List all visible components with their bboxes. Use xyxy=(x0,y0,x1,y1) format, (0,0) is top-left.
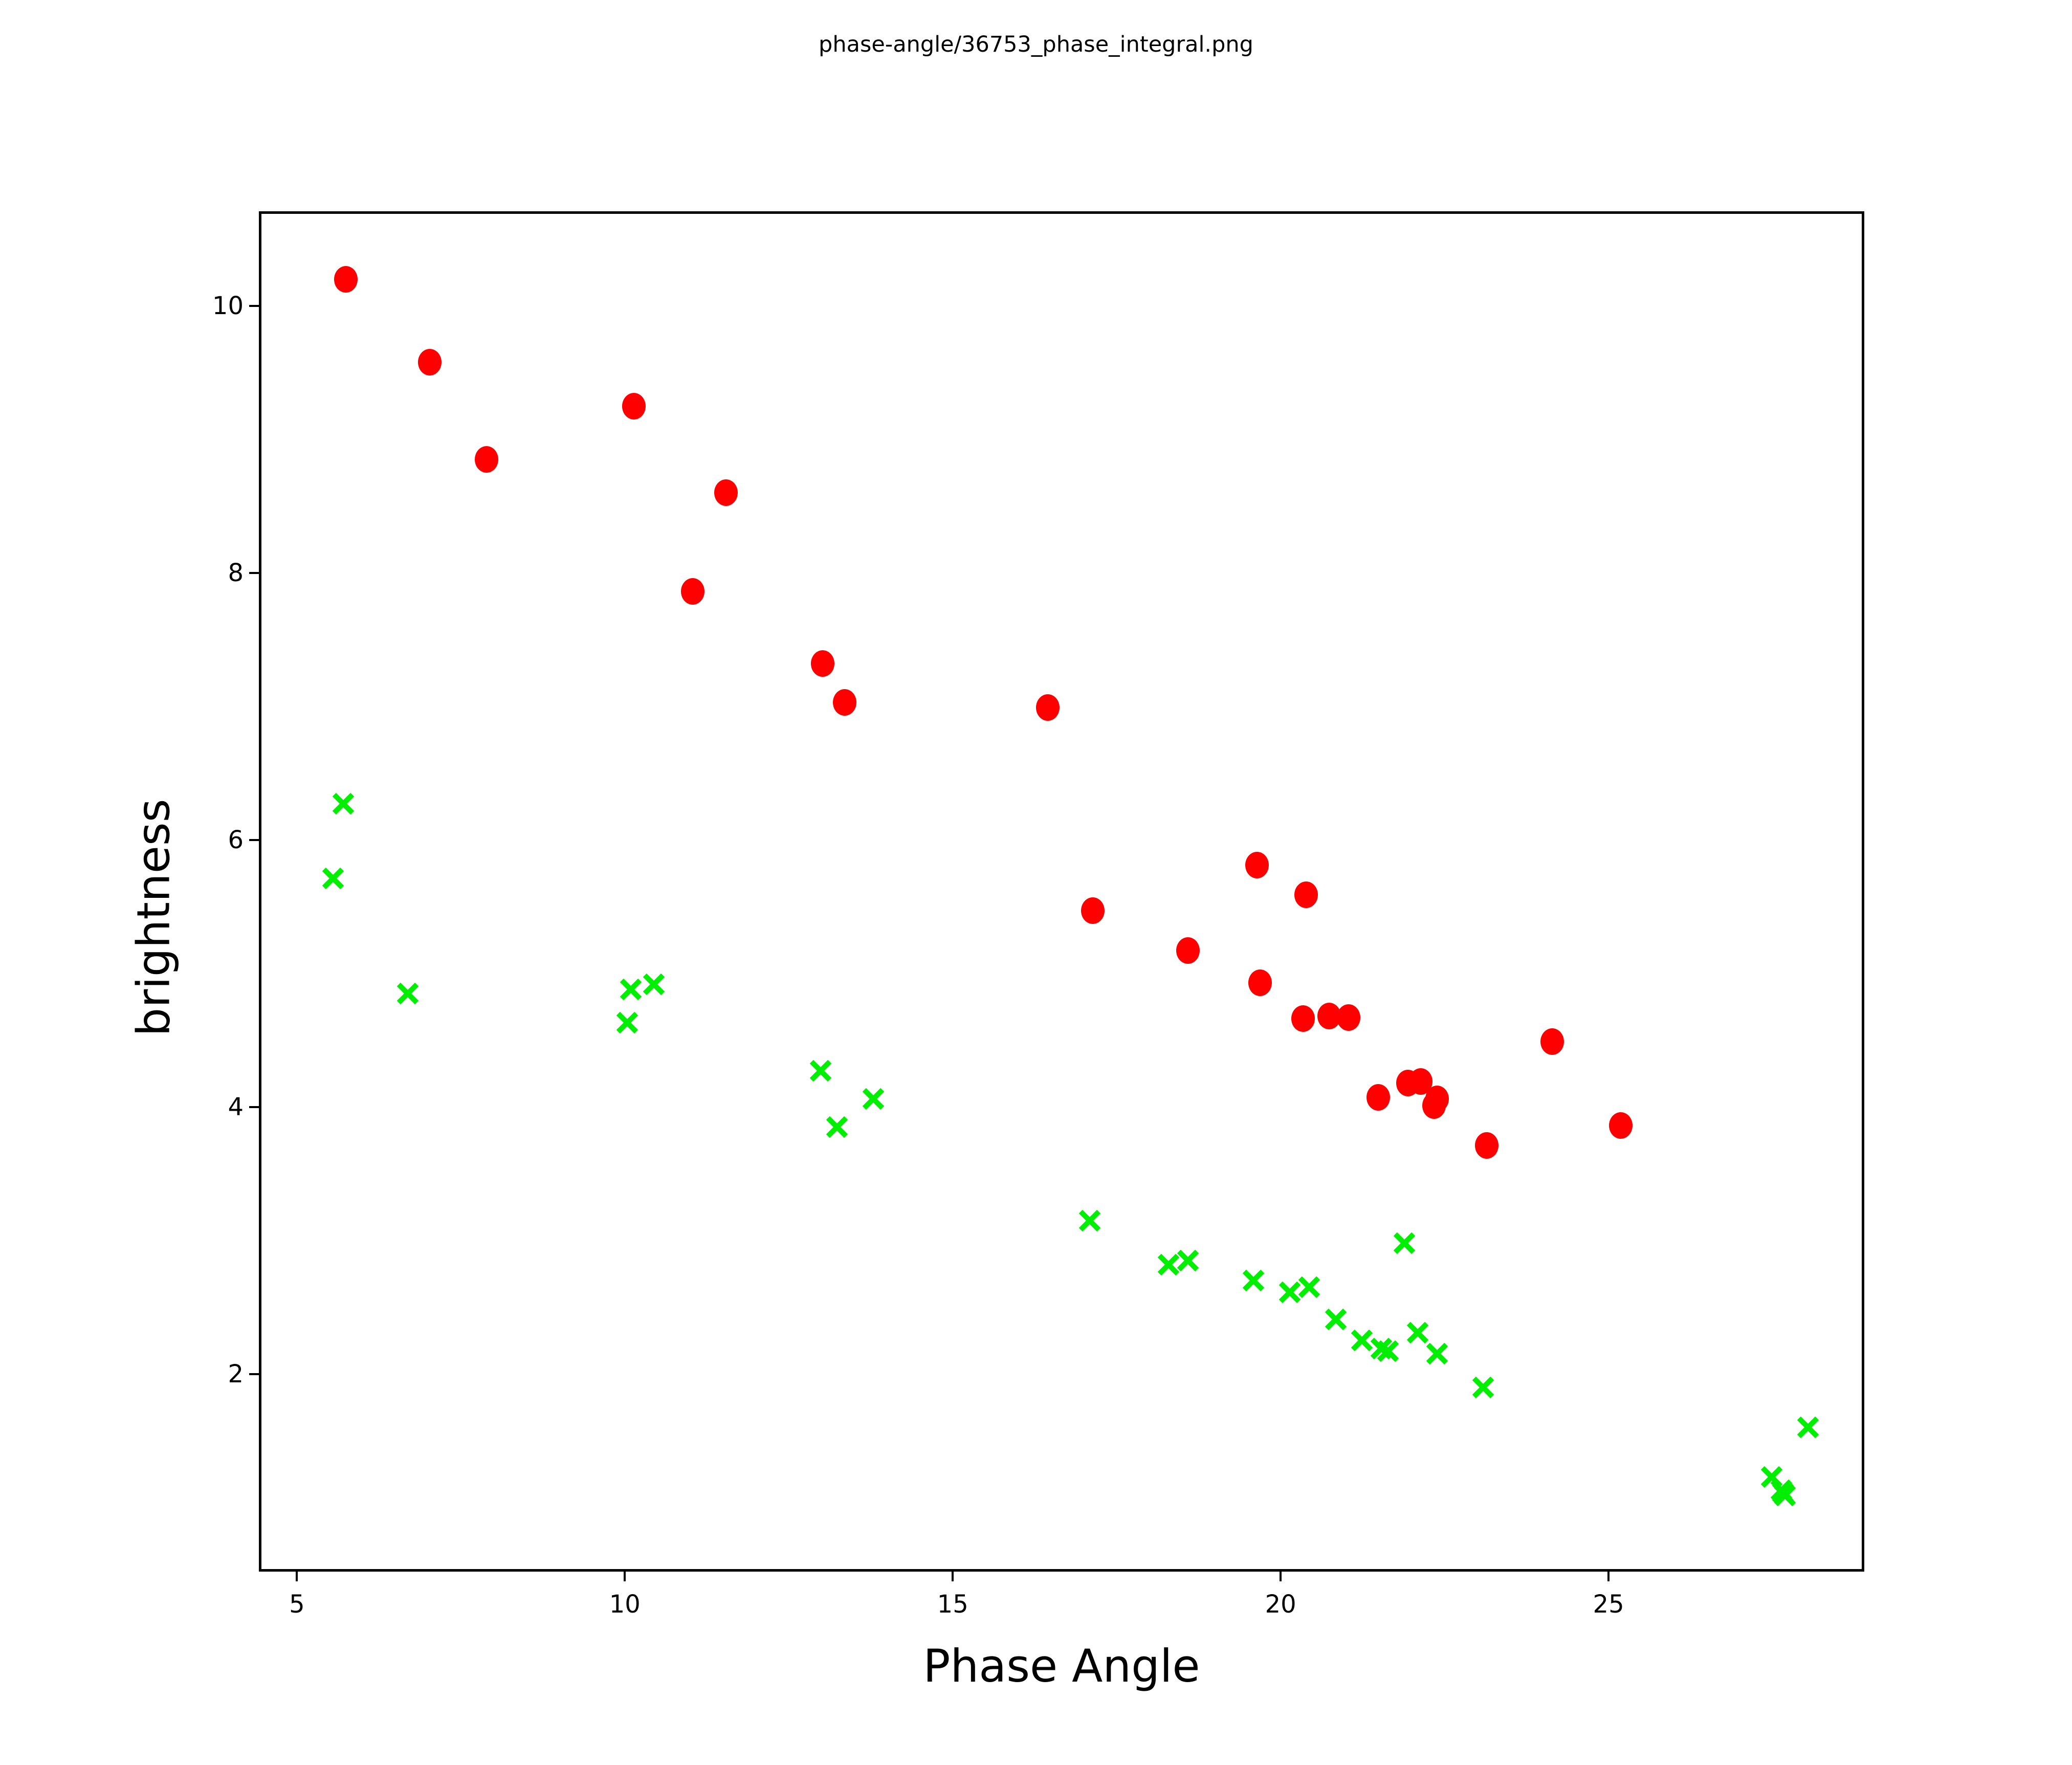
data-point-red-circles xyxy=(622,392,646,420)
data-point-red-circles xyxy=(714,479,738,506)
data-point-red-circles xyxy=(1474,1132,1498,1159)
data-point-green-crosses xyxy=(1374,1337,1402,1365)
data-point-green-crosses xyxy=(823,1113,851,1141)
x-tick-mark xyxy=(1280,1572,1282,1581)
data-point-green-crosses xyxy=(1423,1340,1451,1367)
data-point-green-crosses xyxy=(1469,1374,1497,1401)
data-point-green-crosses xyxy=(640,970,668,998)
data-point-green-crosses xyxy=(1794,1414,1822,1441)
data-point-green-crosses xyxy=(1322,1306,1350,1333)
data-point-green-crosses xyxy=(807,1057,834,1085)
data-point-green-crosses xyxy=(1076,1207,1104,1234)
x-tick-label: 20 xyxy=(1265,1590,1296,1619)
data-point-red-circles xyxy=(474,446,498,473)
data-point-red-circles xyxy=(1081,897,1105,924)
x-tick-label: 5 xyxy=(289,1590,305,1619)
data-point-red-circles xyxy=(1540,1028,1564,1055)
data-point-red-circles xyxy=(1245,852,1269,879)
data-point-red-circles xyxy=(1425,1086,1449,1113)
data-point-red-circles xyxy=(681,578,705,605)
data-point-red-circles xyxy=(1035,694,1060,721)
x-tick-label: 25 xyxy=(1593,1590,1624,1619)
data-point-red-circles xyxy=(418,348,442,376)
y-tick-mark xyxy=(249,305,259,307)
data-point-green-crosses xyxy=(319,865,347,892)
x-tick-mark xyxy=(1607,1572,1610,1581)
data-point-red-circles xyxy=(334,266,358,293)
y-tick-label: 10 xyxy=(212,292,244,321)
data-point-red-circles xyxy=(1294,881,1318,908)
data-point-green-crosses xyxy=(1391,1229,1418,1257)
x-tick-label: 15 xyxy=(937,1590,968,1619)
y-tick-mark xyxy=(249,1106,259,1108)
x-tick-label: 10 xyxy=(609,1590,641,1619)
data-point-red-circles xyxy=(1248,969,1272,997)
data-point-green-crosses xyxy=(1240,1267,1267,1294)
figure-title: phase-angle/36753_phase_integral.png xyxy=(819,32,1253,57)
data-point-red-circles xyxy=(1609,1112,1633,1139)
plot-axes xyxy=(259,211,1864,1572)
data-point-green-crosses xyxy=(394,980,422,1007)
data-point-green-crosses xyxy=(859,1085,887,1113)
data-point-green-crosses xyxy=(613,1009,641,1036)
y-axis-label: brightness xyxy=(127,799,180,1036)
y-tick-label: 2 xyxy=(228,1359,244,1388)
data-point-red-circles xyxy=(832,689,856,716)
data-point-red-circles xyxy=(1291,1005,1315,1032)
data-point-red-circles xyxy=(811,650,835,677)
y-tick-label: 6 xyxy=(228,826,244,855)
y-tick-mark xyxy=(249,839,259,842)
y-tick-label: 4 xyxy=(228,1092,244,1121)
x-tick-mark xyxy=(624,1572,626,1581)
y-tick-mark xyxy=(249,1373,259,1375)
data-point-red-circles xyxy=(1337,1004,1361,1031)
data-point-green-crosses xyxy=(1174,1247,1202,1274)
data-point-red-circles xyxy=(1366,1084,1390,1111)
plot-data-area xyxy=(261,214,1862,1569)
data-point-green-crosses xyxy=(1771,1482,1799,1509)
x-tick-mark xyxy=(952,1572,954,1581)
y-tick-label: 8 xyxy=(228,559,244,588)
data-point-green-crosses xyxy=(329,790,357,818)
data-point-red-circles xyxy=(1317,1003,1341,1030)
x-axis-label: Phase Angle xyxy=(923,1640,1200,1692)
data-point-red-circles xyxy=(1176,937,1200,964)
x-tick-mark xyxy=(296,1572,298,1581)
data-point-green-crosses xyxy=(1295,1273,1323,1301)
y-tick-mark xyxy=(249,572,259,575)
